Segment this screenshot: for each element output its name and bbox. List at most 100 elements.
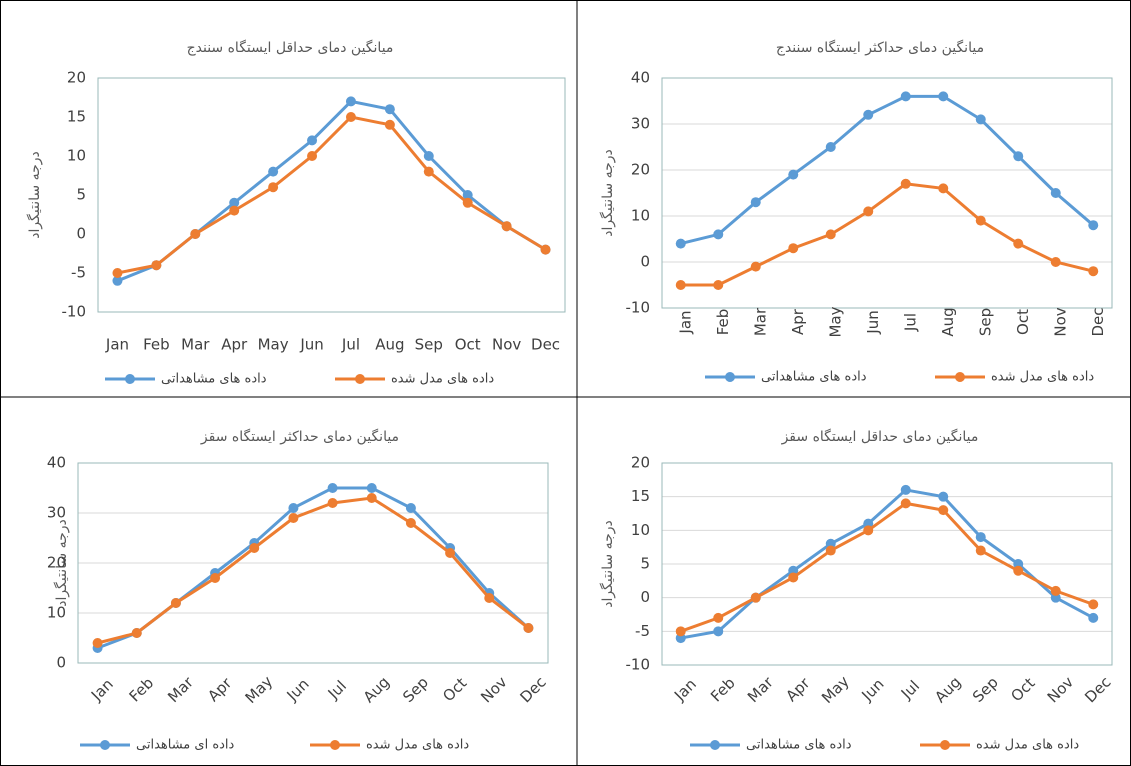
data-point: [788, 243, 799, 254]
data-point: [863, 109, 874, 120]
series-line: [117, 115, 547, 275]
data-point: [825, 545, 836, 556]
data-point: [1050, 585, 1061, 596]
data-point: [675, 626, 686, 637]
data-point: [384, 104, 395, 115]
y-tick-label: 30: [47, 504, 66, 522]
legend-label: داده های مشاهداتی: [161, 372, 267, 387]
x-tick-label: Nov: [492, 336, 521, 354]
data-point: [900, 484, 911, 495]
y-tick-label: 10: [67, 147, 86, 165]
series-line: [97, 496, 530, 645]
legend-label: داده های مدل شده: [366, 738, 469, 753]
y-tick-label: 15: [67, 108, 86, 126]
x-tick-label: Oct: [455, 336, 481, 354]
data-point: [523, 623, 534, 633]
x-tick-label: Jun: [299, 336, 323, 354]
x-tick-label: Feb: [143, 336, 170, 354]
data-point: [975, 215, 986, 226]
data-point: [210, 573, 221, 583]
y-tick-label: 10: [47, 604, 66, 622]
data-point: [975, 114, 986, 125]
y-tick-label: 20: [631, 161, 650, 179]
data-point: [384, 119, 395, 130]
data-point: [900, 178, 911, 189]
x-tick-label: Feb: [714, 309, 732, 336]
chart-title: میانگین دمای حداکثر ایستگاه سنندج: [776, 39, 984, 56]
legend-label: داده های مشاهداتی: [746, 738, 852, 753]
y-tick-label: -10: [62, 303, 87, 321]
y-tick-label: 0: [56, 654, 66, 672]
legend-marker: [725, 372, 735, 382]
data-point: [675, 280, 686, 290]
data-point: [501, 221, 512, 232]
y-tick-label: -5: [635, 622, 650, 640]
y-tick-label: 0: [640, 253, 650, 271]
legend-marker: [100, 740, 110, 750]
data-point: [938, 91, 949, 102]
data-point: [307, 151, 318, 161]
data-point: [151, 260, 162, 271]
x-tick-label: Jul: [901, 313, 919, 332]
data-point: [713, 280, 724, 290]
y-tick-label: 20: [47, 554, 66, 572]
data-point: [229, 205, 240, 216]
data-point: [345, 112, 356, 122]
data-point: [170, 598, 181, 608]
series-line: [680, 501, 1094, 633]
data-point: [288, 503, 299, 513]
x-tick-label: Mar: [751, 307, 769, 336]
x-tick-label: Mar: [181, 336, 210, 354]
data-point: [112, 268, 123, 278]
legend-label: داده های مشاهداتی: [761, 370, 867, 385]
x-tick-label: May: [258, 336, 289, 354]
data-point: [288, 513, 299, 523]
data-point: [366, 483, 377, 493]
legend-marker: [330, 740, 340, 750]
y-tick-label: 20: [67, 69, 86, 87]
data-point: [190, 229, 201, 239]
x-tick-label: Apr: [221, 336, 248, 354]
data-point: [750, 197, 761, 208]
y-tick-label: 0: [76, 225, 86, 243]
data-point: [327, 498, 338, 508]
series-line: [680, 94, 1095, 246]
data-point: [1088, 266, 1099, 277]
chart-title: میانگین دمای حداقل ایستگاه سنندج: [187, 39, 394, 56]
x-tick-label: Jan: [105, 336, 129, 354]
y-tick-label: 10: [631, 521, 650, 539]
y-tick-label: 15: [631, 487, 650, 505]
chart-title: میانگین دمای حداکثر ایستگاه سقز: [200, 428, 399, 445]
x-tick-label: Aug: [375, 336, 404, 354]
data-point: [1050, 188, 1061, 198]
legend-label: داده های مدل شده: [991, 370, 1094, 385]
legend-marker: [355, 374, 365, 384]
data-point: [713, 626, 724, 637]
data-point: [540, 244, 551, 255]
x-tick-label: Jun: [864, 310, 882, 334]
data-point: [345, 96, 356, 107]
data-point: [1050, 257, 1061, 267]
x-tick-label: Nov: [1051, 307, 1069, 336]
x-tick-label: Jul: [341, 336, 360, 354]
y-tick-label: -5: [71, 264, 86, 282]
y-tick-label: 40: [631, 69, 650, 87]
x-tick-label: May: [826, 306, 844, 337]
x-tick-label: Dec: [1089, 307, 1107, 336]
series-line: [680, 488, 1094, 640]
plot-border: [77, 462, 549, 664]
data-point: [713, 229, 724, 240]
data-point: [1088, 599, 1099, 610]
data-point: [462, 197, 473, 208]
data-point: [307, 135, 318, 146]
x-tick-label: Sep: [976, 308, 994, 336]
y-tick-label: -10: [626, 299, 651, 317]
data-point: [938, 505, 949, 516]
data-point: [750, 592, 761, 603]
y-axis-label: درجه سانتیگراد: [599, 520, 616, 608]
data-point: [445, 548, 456, 558]
data-point: [863, 525, 874, 536]
data-point: [975, 545, 986, 556]
